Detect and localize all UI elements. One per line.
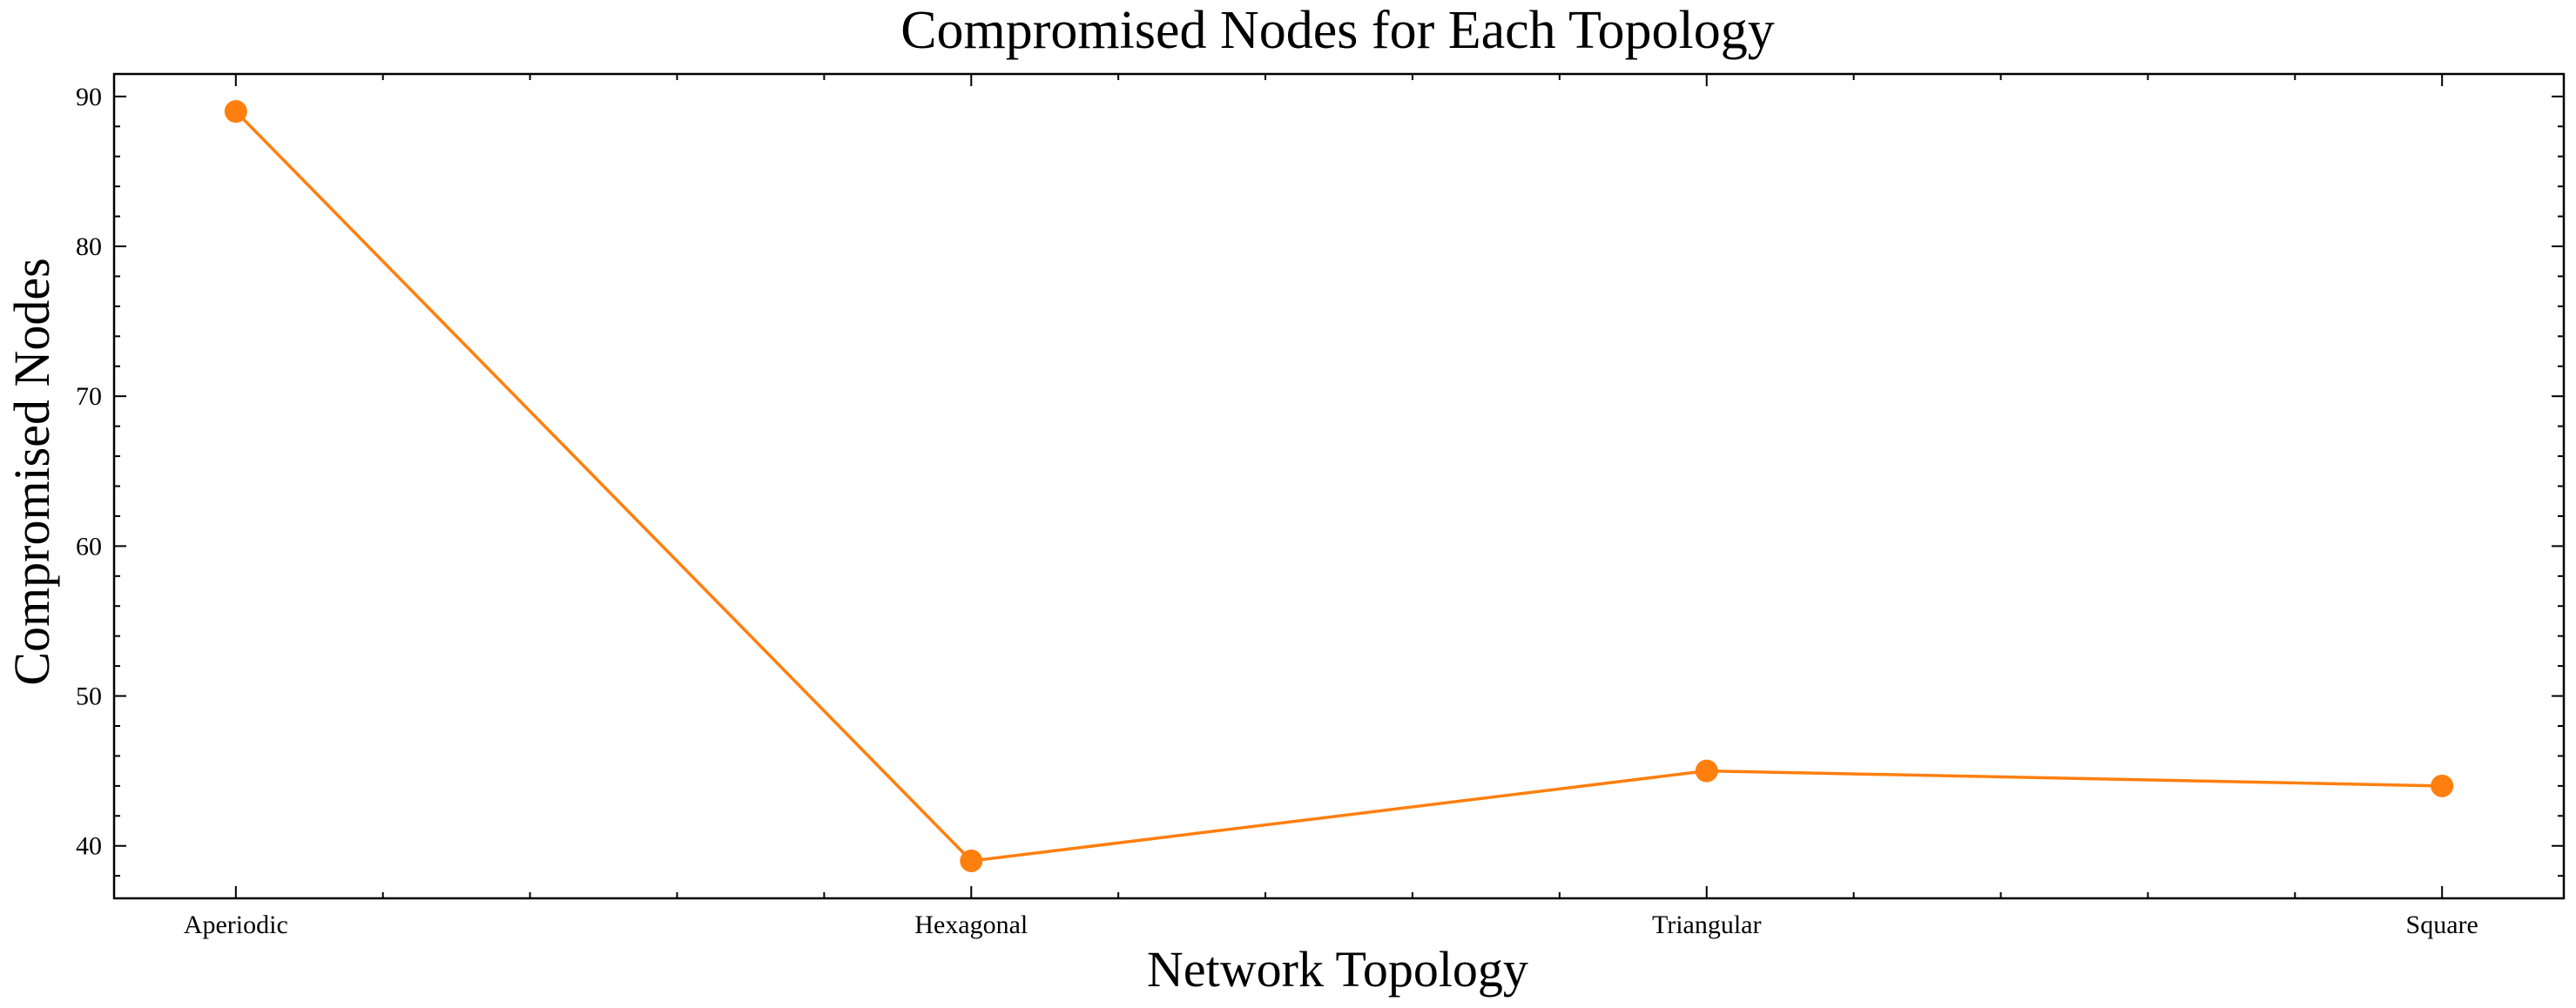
data-point-hexagonal xyxy=(960,849,983,872)
data-point-triangular xyxy=(1695,759,1718,783)
x-tick-label: Hexagonal xyxy=(914,911,1028,939)
y-tick-label: 80 xyxy=(76,232,102,261)
data-point-square xyxy=(2431,774,2454,797)
y-tick-label: 90 xyxy=(76,83,102,111)
y-tick-label: 70 xyxy=(76,382,102,411)
x-axis-label: Network Topology xyxy=(1147,941,1528,998)
y-tick-label: 50 xyxy=(76,682,102,711)
y-tick-label: 40 xyxy=(76,832,102,861)
plot-area: Aperiodic Hexagonal Triangular Square 40 50 60… xyxy=(76,72,2566,939)
chart-title: Compromised Nodes for Each Topology xyxy=(900,1,1775,60)
plot-frame xyxy=(112,72,2566,900)
x-tick-label: Triangular xyxy=(1652,911,1762,939)
x-tick-label: Aperiodic xyxy=(184,911,288,939)
y-axis-label: Compromised Nodes xyxy=(3,258,60,685)
y-tick-label: 60 xyxy=(76,532,102,561)
x-tick-label: Square xyxy=(2406,911,2478,939)
data-point-aperiodic xyxy=(224,100,247,124)
series-line xyxy=(234,110,2443,863)
